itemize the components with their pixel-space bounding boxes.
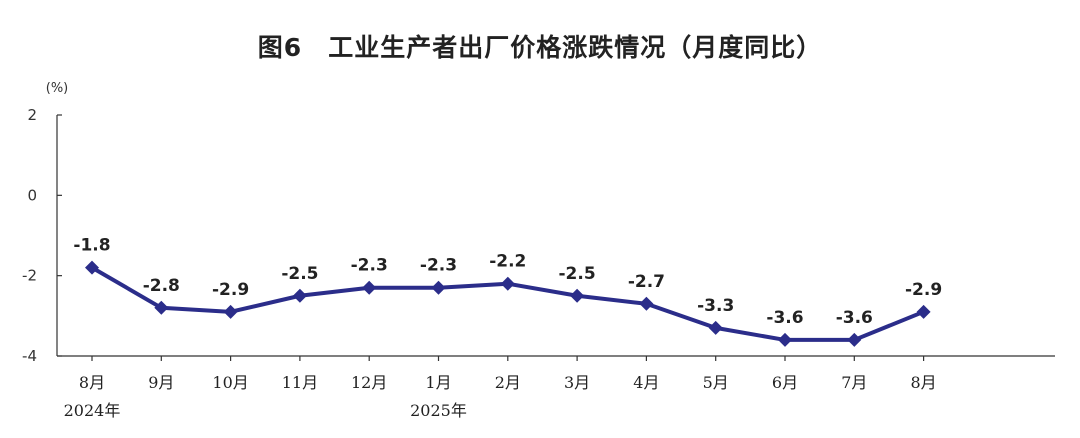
data-label: -1.8 — [73, 236, 110, 256]
data-label: -3.3 — [697, 296, 734, 316]
data-label: -2.3 — [420, 256, 457, 276]
data-point-marker — [85, 260, 99, 275]
x-tick-label: 2月 — [495, 373, 521, 392]
chart-title: 图6 工业生产者出厂价格涨跌情况（月度同比） — [257, 33, 823, 62]
y-tick-label: -4 — [22, 347, 37, 365]
series-group — [85, 260, 931, 347]
data-labels: -1.8 -2.8 -2.9 -2.5 -2.3 -2.3 -2.2 -2.5 -2.7 -3.3… — [73, 236, 942, 328]
data-label: -2.9 — [212, 280, 249, 300]
x-tick-label: 11月 — [282, 373, 318, 392]
data-point-marker — [500, 276, 515, 291]
y-axis-ticks: 2 0 -2 -4 — [22, 106, 62, 365]
data-point-marker — [431, 280, 446, 295]
data-label: -3.6 — [836, 308, 873, 328]
data-point-marker — [708, 320, 723, 335]
x-tick-label: 6月 — [772, 373, 798, 392]
data-label: -2.5 — [559, 264, 596, 284]
data-label: -2.3 — [351, 256, 388, 276]
x-tick-label: 9月 — [148, 373, 174, 392]
data-label: -3.6 — [766, 308, 803, 328]
y-tick-label: 0 — [27, 186, 37, 204]
x-year-label: 2024年 — [64, 401, 121, 420]
y-unit-label: (%) — [46, 81, 69, 96]
x-tick-label: 8月 — [911, 373, 937, 392]
data-label: -2.9 — [905, 280, 942, 300]
x-axis-ticks: 8月 9月 10月 11月 12月 1月 2月 3月 4月 5月 6月 7月 8月 2024年 2025年 — [64, 356, 937, 420]
data-point-marker — [362, 280, 377, 295]
x-tick-label: 5月 — [703, 373, 729, 392]
x-tick-label: 4月 — [633, 373, 659, 392]
data-label: -2.7 — [628, 272, 665, 292]
data-point-marker — [292, 288, 307, 303]
data-point-marker — [916, 304, 931, 319]
x-tick-label: 8月 — [79, 373, 105, 392]
y-tick-label: -2 — [22, 267, 37, 285]
x-tick-label: 3月 — [564, 373, 590, 392]
x-tick-label: 1月 — [425, 373, 451, 392]
x-year-label: 2025年 — [410, 401, 467, 420]
data-point-marker — [639, 296, 654, 311]
data-label: -2.5 — [281, 264, 318, 284]
data-point-marker — [570, 288, 585, 303]
data-point-marker — [847, 332, 862, 347]
x-tick-label: 12月 — [351, 373, 387, 392]
x-tick-label: 7月 — [841, 373, 867, 392]
data-label: -2.2 — [489, 252, 526, 272]
data-point-marker — [223, 304, 238, 319]
x-tick-label: 10月 — [212, 373, 248, 392]
y-tick-label: 2 — [27, 106, 37, 124]
data-point-marker — [154, 300, 169, 315]
data-point-marker — [778, 332, 792, 347]
axes: (%) — [46, 81, 1055, 357]
data-label: -2.8 — [143, 276, 180, 296]
